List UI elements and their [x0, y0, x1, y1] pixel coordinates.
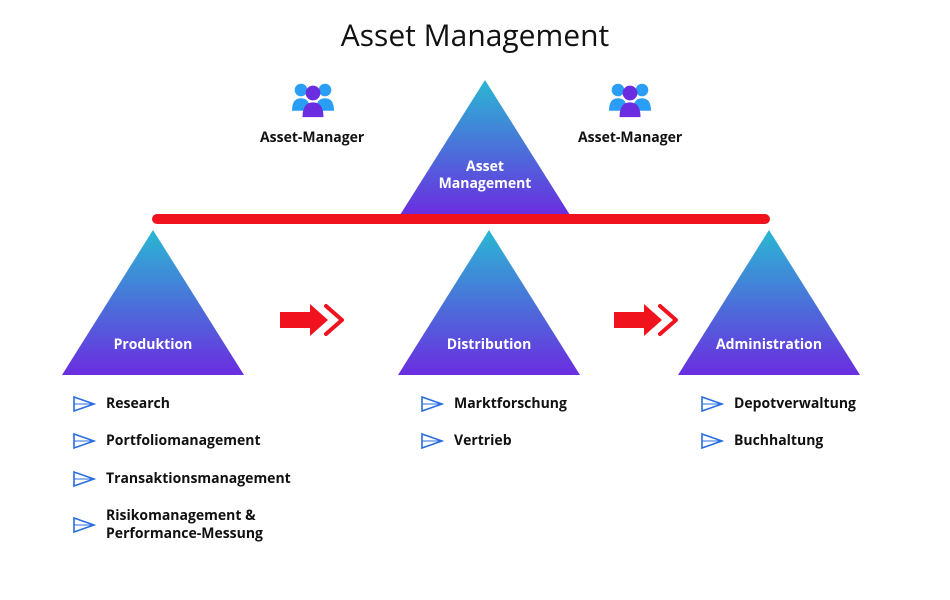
triangle-produktion-label: Produktion [83, 337, 223, 354]
manager-label-right: Asset-Manager [578, 128, 682, 147]
manager-label-left: Asset-Manager [260, 128, 364, 147]
bullet-administration-0: Depotverwaltung [700, 395, 856, 413]
arrow-left [280, 300, 350, 340]
bullet-text: Vertrieb [454, 432, 512, 450]
bullet-produktion-1: Portfoliomanagement [72, 432, 261, 450]
bullet-administration-1: Buchhaltung [700, 432, 823, 450]
bullet-distribution-1: Vertrieb [420, 432, 512, 450]
bullet-produktion-3: Risikomanagement & Performance-Messung [72, 507, 326, 542]
bullet-produktion-0: Research [72, 395, 170, 413]
flag-icon [420, 395, 444, 413]
red-connector-bar [152, 214, 770, 224]
bullet-text: Depotverwaltung [734, 395, 856, 413]
bullet-text: Transaktionsmanagement [106, 470, 291, 488]
triangle-administration-label: Administration [699, 337, 839, 354]
arrow-right [614, 300, 684, 340]
triangle-top [400, 80, 570, 215]
bullet-text: Buchhaltung [734, 432, 823, 450]
flag-icon [420, 432, 444, 450]
flag-icon [700, 395, 724, 413]
flag-icon [700, 432, 724, 450]
triangle-distribution-label: Distribution [419, 337, 559, 354]
triangle-top-label: Asset Management [430, 159, 540, 193]
bullet-distribution-0: Marktforschung [420, 395, 567, 413]
bullet-text: Marktforschung [454, 395, 567, 413]
bullet-text: Research [106, 395, 170, 413]
flag-icon [72, 432, 96, 450]
page-title: Asset Management [0, 14, 950, 55]
flag-icon [72, 470, 96, 488]
bullet-text: Risikomanagement & Performance-Messung [106, 507, 326, 542]
flag-icon [72, 395, 96, 413]
people-icon-left [283, 78, 343, 122]
flag-icon [72, 516, 96, 534]
bullet-produktion-2: Transaktionsmanagement [72, 470, 291, 488]
people-icon-right [600, 78, 660, 122]
bullet-text: Portfoliomanagement [106, 432, 261, 450]
